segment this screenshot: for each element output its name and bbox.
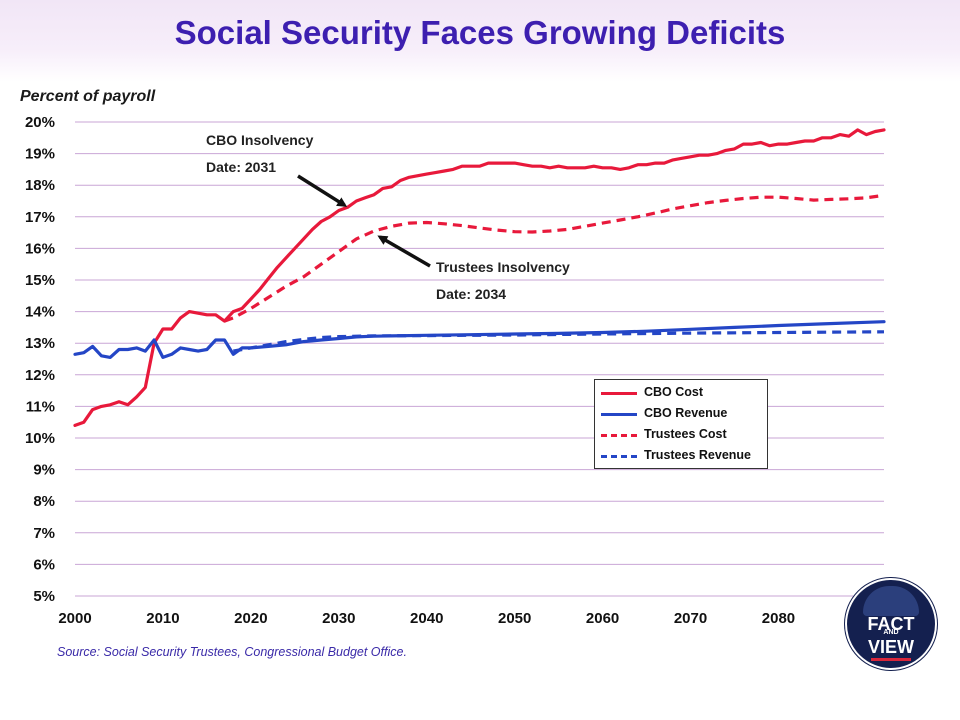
y-tick-label: 17% <box>25 209 55 226</box>
legend-item-trustees-cost: Trustees Cost <box>601 425 766 445</box>
page-title: Social Security Faces Growing Deficits <box>174 14 786 51</box>
legend-swatch-cbo-revenue <box>601 413 637 416</box>
x-tick-label: 2030 <box>322 610 355 627</box>
legend-label-cbo-revenue: CBO Revenue <box>644 406 728 420</box>
annotation-cbo-line1: CBO Insolvency <box>206 132 314 148</box>
fact-and-view-logo: FACT AND VIEW <box>845 578 937 670</box>
legend-label-trustees-cost: Trustees Cost <box>644 427 727 441</box>
y-tick-labels: 5% 6% 7% 8% 9% 10% 11% 12% 13% 14% 15% 16% 17% 18% 19%… <box>25 114 55 605</box>
series-lines <box>73 128 886 427</box>
y-tick-label: 8% <box>33 493 55 510</box>
x-tick-label: 2010 <box>146 610 179 627</box>
legend-item-trustees-revenue: Trustees Revenue <box>601 446 766 466</box>
title-band <box>0 0 960 82</box>
x-tick-label: 2060 <box>586 610 619 627</box>
x-tick-label: 2000 <box>58 610 91 627</box>
series-line-trustees-cost <box>223 193 885 323</box>
logo-text-view: VIEW <box>867 637 914 657</box>
legend-item-cbo-revenue: CBO Revenue <box>601 404 766 424</box>
y-tick-label: 18% <box>25 177 55 194</box>
y-tick-label: 5% <box>33 588 55 605</box>
x-tick-label: 2080 <box>762 610 795 627</box>
logo-accent-bar <box>871 658 911 661</box>
x-tick-label: 2020 <box>234 610 267 627</box>
legend-swatch-cbo-cost <box>601 392 637 395</box>
y-tick-label: 20% <box>25 114 55 131</box>
y-tick-label: 13% <box>25 335 55 352</box>
series-line-cbo-revenue <box>73 320 886 359</box>
y-tick-label: 19% <box>25 146 55 163</box>
globe-icon <box>863 586 919 616</box>
legend: CBO Cost CBO Revenue Trustees Cost Trust… <box>594 379 768 469</box>
y-axis-label: Percent of payroll <box>20 88 156 105</box>
series-line-cbo-cost <box>73 128 886 427</box>
logo-text-and: AND <box>883 629 899 636</box>
annotation-trustees-line1: Trustees Insolvency <box>436 259 570 275</box>
annotation-trustees-line2: Date: 2034 <box>436 286 506 302</box>
annotation-cbo-line2: Date: 2031 <box>206 159 276 175</box>
x-tick-label: 2050 <box>498 610 531 627</box>
annotations: CBO Insolvency Date: 2031 Trustees Insol… <box>206 132 570 302</box>
gridlines <box>75 121 884 597</box>
legend-swatch-trustees-revenue <box>601 455 637 458</box>
y-tick-label: 9% <box>33 462 55 479</box>
source-note: Source: Social Security Trustees, Congre… <box>57 645 407 659</box>
y-tick-label: 7% <box>33 525 55 542</box>
logo-text-fact: FACT <box>867 614 915 634</box>
y-tick-label: 14% <box>25 304 55 321</box>
legend-swatch-trustees-cost <box>601 434 637 437</box>
legend-label-cbo-cost: CBO Cost <box>644 385 704 399</box>
y-tick-label: 11% <box>26 398 55 415</box>
legend-label-trustees-revenue: Trustees Revenue <box>644 448 751 462</box>
x-tick-label: 2070 <box>674 610 707 627</box>
x-tick-labels: 2000 2010 2020 2030 2040 2050 2060 2070 2080 <box>58 610 795 627</box>
y-tick-label: 15% <box>25 272 55 289</box>
y-tick-label: 10% <box>25 430 55 447</box>
series-line-trustees-revenue <box>233 330 885 353</box>
x-tick-label: 2040 <box>410 610 443 627</box>
y-tick-label: 12% <box>25 367 55 384</box>
annotation-arrow-cbo <box>297 174 348 207</box>
annotation-arrow-trustees <box>377 235 431 268</box>
legend-item-cbo-cost: CBO Cost <box>601 383 766 403</box>
y-tick-label: 16% <box>25 240 55 257</box>
y-tick-label: 6% <box>33 556 55 573</box>
